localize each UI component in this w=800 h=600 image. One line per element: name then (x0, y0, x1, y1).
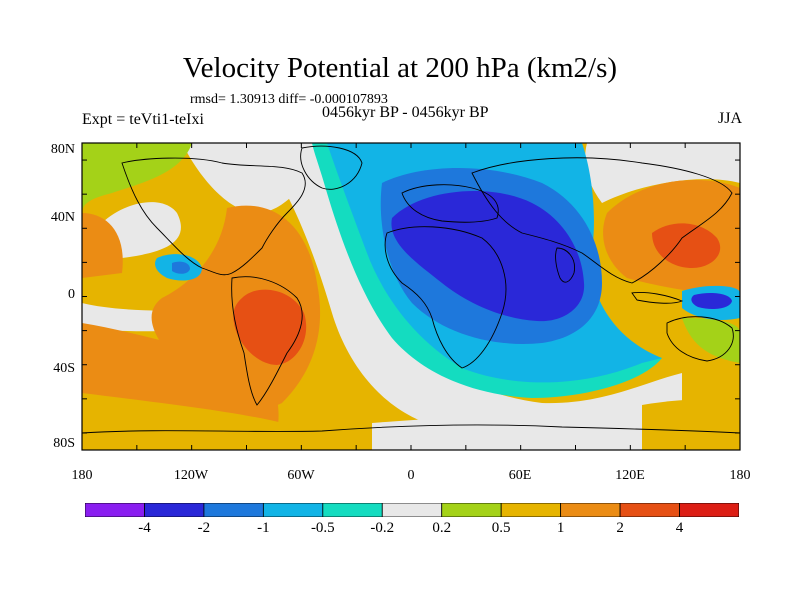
colorbar-swatch (679, 503, 739, 517)
contour-teal-edge (312, 143, 662, 398)
x-tick-label: 0 (407, 468, 415, 483)
x-tick-label: 120W (173, 468, 209, 483)
colorbar (85, 503, 739, 517)
season-label: JJA (717, 110, 742, 127)
contour-deepblue-core (391, 191, 585, 322)
y-tick-label: 80N (50, 142, 75, 157)
contour-red-sam (233, 289, 307, 365)
y-tick-label: 40N (50, 210, 75, 225)
colorbar-label: 4 (675, 520, 684, 536)
contour-yellow-sw (82, 393, 302, 450)
australia-coast (666, 316, 734, 362)
contour-yellow-antarctic (642, 399, 740, 450)
north-america-coast (121, 157, 306, 276)
indonesia-coast (631, 292, 684, 304)
x-tick-label: 180 (71, 468, 93, 483)
contour-neutral-nwpac (585, 143, 740, 203)
plot-frame (81, 142, 741, 451)
colorbar-label: -0.5 (310, 520, 335, 536)
colorbar-swatch (500, 503, 562, 517)
stats-label: rmsd= 1.30913 diff= -0.000107893 (190, 92, 388, 107)
europe-coast (401, 184, 499, 223)
colorbar-swatch (619, 503, 680, 517)
colorbar-label: -1 (257, 520, 270, 536)
colorbar-label: 1 (556, 520, 565, 536)
y-tick-label: 0 (68, 287, 75, 302)
colorbar-label: 2 (616, 520, 624, 536)
antarctica-coast (82, 424, 740, 434)
colorbar-label: -2 (197, 520, 211, 536)
colorbar-swatch (560, 503, 621, 517)
contour-neutral-band (257, 143, 682, 438)
asia-coast (471, 157, 733, 284)
experiment-label: Expt = teVti1-teIxi (82, 111, 204, 128)
africa-coast (384, 226, 507, 369)
contour-darkblue-epac (172, 261, 190, 274)
x-tick-label: 120E (615, 468, 645, 483)
contour-neutral-antarctic (372, 405, 642, 450)
contour-green-sepac (682, 318, 740, 363)
period-label: 0456kyr BP - 0456kyr BP (322, 104, 489, 121)
colorbar-swatch (441, 503, 502, 517)
contour-deepblue-wpac (691, 293, 732, 309)
x-tick-label: 60E (508, 468, 532, 483)
south-america-coast (231, 276, 303, 406)
india-coast (555, 247, 575, 283)
colorbar-swatch (203, 503, 264, 517)
colorbar-label: -0.2 (370, 520, 395, 536)
contour-green-west (82, 143, 192, 213)
x-tick-label: 180 (729, 468, 751, 483)
colorbar-label: 0.5 (491, 520, 511, 536)
velocity-potential-map (82, 143, 740, 450)
y-tick-label: 40S (53, 361, 75, 376)
colorbar-swatch (381, 503, 443, 517)
contour-orange-far-west (82, 213, 123, 278)
colorbar-swatch (144, 503, 205, 517)
contour-red-nwpac (652, 223, 721, 268)
y-tick-label: 80S (53, 436, 75, 451)
coastlines (82, 145, 740, 434)
colorbar-swatch (262, 503, 324, 517)
contour-neutral-north (182, 143, 322, 213)
plot-title: Velocity Potential at 200 hPa (km2/s) (182, 52, 618, 84)
colorbar-swatch (322, 503, 383, 517)
colorbar-swatch (85, 503, 145, 517)
x-tick-label: 60W (287, 468, 315, 483)
colorbar-label: -4 (138, 520, 151, 536)
greenland-coast (300, 145, 363, 190)
colorbar-label: 0.2 (432, 520, 452, 536)
